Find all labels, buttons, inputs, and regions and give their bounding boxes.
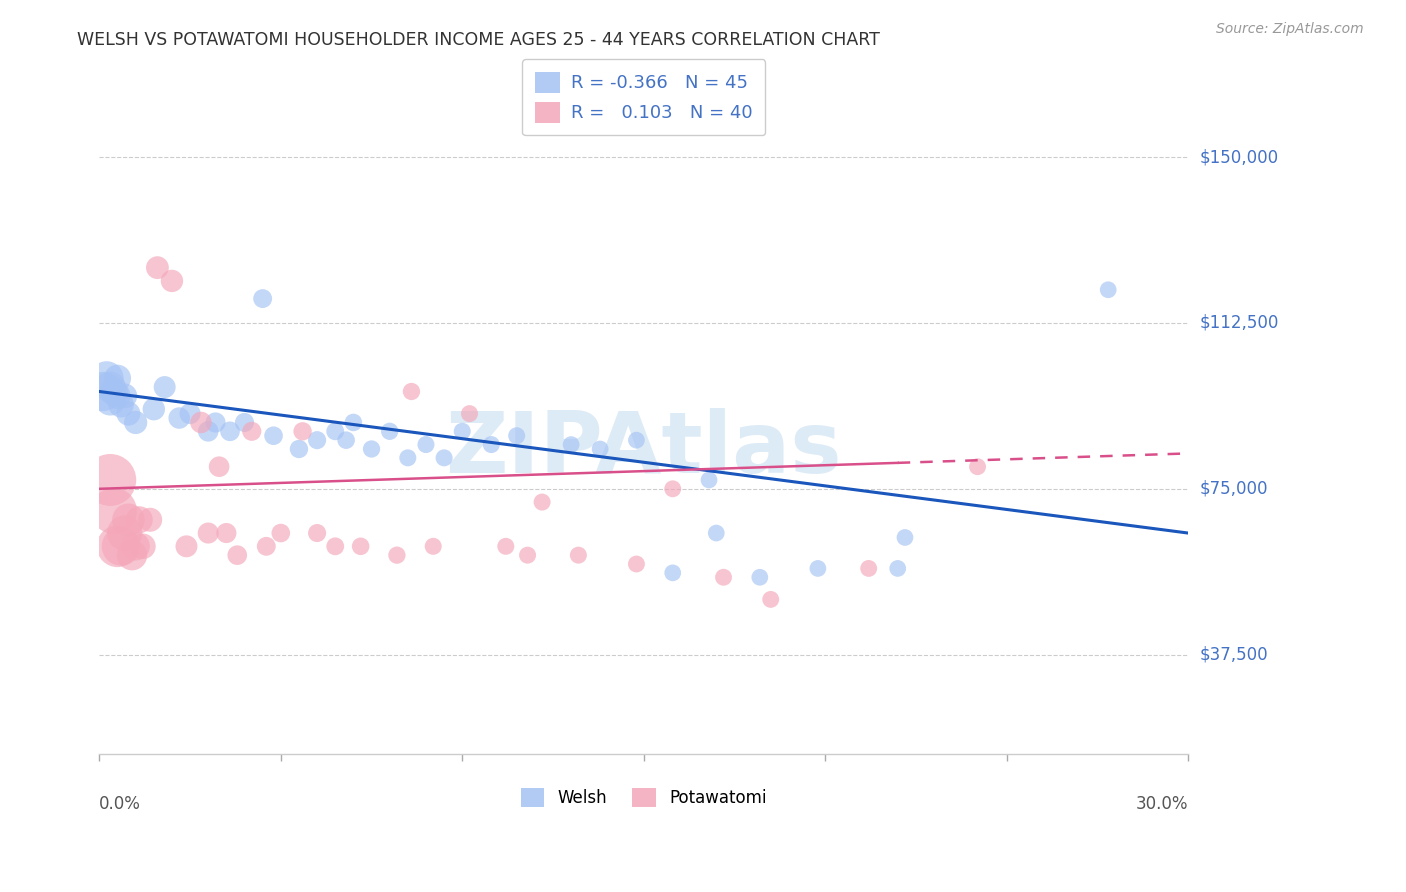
Point	[505, 428, 527, 442]
Text: ZIPAtlas: ZIPAtlas	[446, 409, 842, 491]
Point	[401, 384, 423, 399]
Point	[886, 561, 908, 575]
Point	[626, 557, 648, 571]
Point	[167, 411, 190, 425]
Text: Source: ZipAtlas.com: Source: ZipAtlas.com	[1216, 22, 1364, 37]
Point	[96, 371, 118, 385]
Point	[107, 371, 129, 385]
Point	[190, 416, 212, 430]
Point	[132, 539, 155, 553]
Point	[479, 437, 502, 451]
Point	[531, 495, 554, 509]
Point	[124, 539, 146, 553]
Point	[966, 459, 988, 474]
Point	[197, 526, 219, 541]
Point	[208, 459, 231, 474]
Text: 30.0%: 30.0%	[1136, 795, 1188, 813]
Point	[661, 482, 683, 496]
Point	[894, 531, 917, 545]
Point	[335, 433, 357, 447]
Point	[451, 425, 474, 439]
Point	[98, 393, 121, 408]
Point	[226, 548, 249, 562]
Text: $37,500: $37,500	[1199, 646, 1268, 664]
Point	[307, 526, 329, 541]
Point	[107, 389, 129, 403]
Point	[103, 504, 125, 518]
Point	[142, 402, 165, 417]
Point	[176, 539, 198, 553]
Point	[759, 592, 782, 607]
Point	[103, 384, 125, 399]
Point	[270, 526, 292, 541]
Point	[516, 548, 538, 562]
Point	[422, 539, 444, 553]
Point	[360, 442, 382, 456]
Point	[110, 539, 132, 553]
Point	[350, 539, 373, 553]
Point	[415, 437, 437, 451]
Point	[146, 260, 169, 275]
Point	[91, 384, 114, 399]
Point	[114, 526, 136, 541]
Point	[179, 407, 201, 421]
Point	[495, 539, 517, 553]
Point	[121, 548, 143, 562]
Point	[713, 570, 735, 584]
Point	[114, 389, 136, 403]
Text: $150,000: $150,000	[1199, 148, 1278, 166]
Point	[128, 513, 150, 527]
Point	[98, 473, 121, 487]
Point	[626, 433, 648, 447]
Point	[589, 442, 612, 456]
Point	[378, 425, 401, 439]
Point	[291, 425, 314, 439]
Point	[858, 561, 880, 575]
Point	[254, 539, 277, 553]
Point	[307, 433, 329, 447]
Point	[323, 425, 346, 439]
Text: WELSH VS POTAWATOMI HOUSEHOLDER INCOME AGES 25 - 44 YEARS CORRELATION CHART: WELSH VS POTAWATOMI HOUSEHOLDER INCOME A…	[77, 31, 880, 49]
Point	[153, 380, 176, 394]
Point	[385, 548, 408, 562]
Point	[124, 416, 146, 430]
Point	[197, 425, 219, 439]
Point	[233, 416, 256, 430]
Point	[288, 442, 311, 456]
Point	[807, 561, 830, 575]
Point	[98, 380, 121, 394]
Point	[117, 407, 139, 421]
Point	[160, 274, 183, 288]
Text: $75,000: $75,000	[1199, 480, 1268, 498]
Point	[704, 526, 727, 541]
Point	[560, 437, 582, 451]
Point	[240, 425, 263, 439]
Point	[323, 539, 346, 553]
Point	[219, 425, 242, 439]
Text: 0.0%: 0.0%	[100, 795, 141, 813]
Point	[697, 473, 720, 487]
Legend: Welsh, Potawatomi: Welsh, Potawatomi	[515, 781, 773, 814]
Point	[1097, 283, 1119, 297]
Point	[252, 292, 274, 306]
Point	[433, 450, 456, 465]
Point	[110, 398, 132, 412]
Text: $112,500: $112,500	[1199, 314, 1278, 332]
Point	[661, 566, 683, 580]
Point	[748, 570, 770, 584]
Point	[139, 513, 162, 527]
Point	[342, 416, 364, 430]
Point	[215, 526, 238, 541]
Point	[204, 416, 226, 430]
Point	[117, 513, 139, 527]
Point	[107, 539, 129, 553]
Point	[396, 450, 419, 465]
Point	[567, 548, 589, 562]
Point	[263, 428, 285, 442]
Point	[458, 407, 481, 421]
